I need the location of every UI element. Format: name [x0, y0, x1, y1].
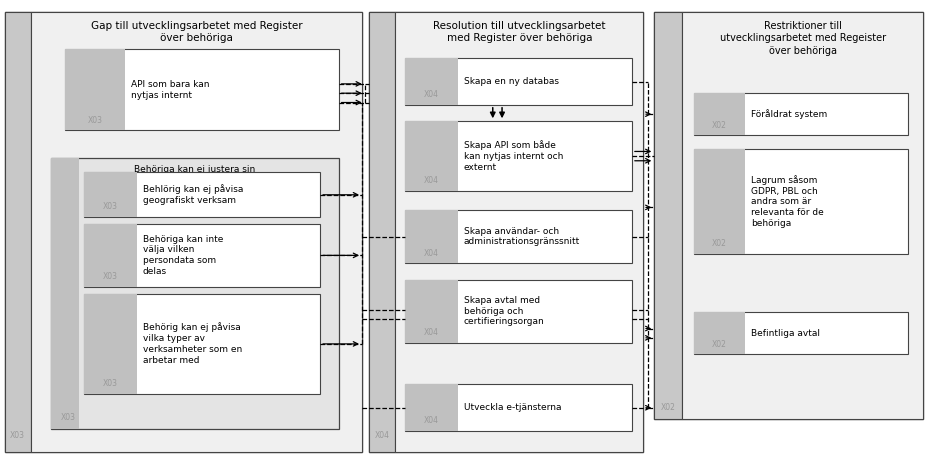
Text: X03: X03	[103, 202, 118, 211]
Text: X04: X04	[424, 328, 438, 337]
FancyBboxPatch shape	[404, 280, 458, 343]
FancyBboxPatch shape	[65, 49, 125, 130]
FancyBboxPatch shape	[404, 280, 631, 343]
FancyBboxPatch shape	[395, 12, 642, 452]
FancyBboxPatch shape	[693, 312, 744, 354]
Text: Skapa avtal med
behöriga och
certifieringsorgan: Skapa avtal med behöriga och certifierin…	[464, 296, 544, 326]
FancyBboxPatch shape	[654, 12, 922, 419]
FancyBboxPatch shape	[681, 12, 922, 419]
Text: X04: X04	[424, 90, 438, 99]
FancyBboxPatch shape	[404, 210, 458, 263]
FancyBboxPatch shape	[31, 12, 362, 452]
FancyBboxPatch shape	[83, 172, 320, 217]
Text: Skapa en ny databas: Skapa en ny databas	[464, 77, 558, 86]
FancyBboxPatch shape	[83, 294, 137, 394]
Text: X02: X02	[711, 121, 727, 130]
FancyBboxPatch shape	[83, 224, 137, 287]
FancyBboxPatch shape	[369, 12, 395, 452]
FancyBboxPatch shape	[693, 149, 907, 254]
Text: X02: X02	[660, 404, 675, 412]
Text: X03: X03	[87, 116, 103, 125]
Text: API som bara kan
nytjas internt: API som bara kan nytjas internt	[131, 80, 210, 100]
Text: X02: X02	[711, 240, 727, 248]
FancyBboxPatch shape	[693, 93, 744, 135]
FancyBboxPatch shape	[693, 312, 907, 354]
FancyBboxPatch shape	[51, 158, 338, 429]
Text: X04: X04	[424, 177, 438, 185]
Text: X04: X04	[424, 249, 438, 258]
FancyBboxPatch shape	[5, 12, 31, 452]
FancyBboxPatch shape	[369, 12, 642, 452]
FancyBboxPatch shape	[51, 158, 79, 429]
FancyBboxPatch shape	[65, 49, 338, 130]
Text: Behöriga kan ej justera sin
information: Behöriga kan ej justera sin information	[134, 165, 255, 185]
FancyBboxPatch shape	[404, 384, 458, 431]
Text: Behlörig kan ej påvisa
geografiskt verksam: Behlörig kan ej påvisa geografiskt verks…	[143, 184, 243, 205]
Text: Skapa användar- och
administrationsgränssnitt: Skapa användar- och administrationsgräns…	[464, 226, 579, 247]
Text: Lagrum såsom
GDPR, PBL och
andra som är
relevanta för de
behöriga: Lagrum såsom GDPR, PBL och andra som är …	[750, 175, 822, 228]
FancyBboxPatch shape	[404, 121, 631, 191]
Text: Föråldrat system: Föråldrat system	[750, 109, 826, 119]
FancyBboxPatch shape	[404, 58, 631, 105]
FancyBboxPatch shape	[654, 12, 681, 419]
FancyBboxPatch shape	[83, 224, 320, 287]
FancyBboxPatch shape	[83, 172, 137, 217]
FancyBboxPatch shape	[83, 294, 320, 394]
Text: Befintliga avtal: Befintliga avtal	[750, 329, 819, 338]
Text: X03: X03	[60, 413, 75, 422]
FancyBboxPatch shape	[5, 12, 362, 452]
FancyBboxPatch shape	[404, 384, 631, 431]
Text: X03: X03	[10, 432, 25, 440]
FancyBboxPatch shape	[404, 210, 631, 263]
Text: Behörig kan ej påvisa
vilka typer av
verksamheter som en
arbetar med: Behörig kan ej påvisa vilka typer av ver…	[143, 322, 242, 365]
FancyBboxPatch shape	[693, 149, 744, 254]
Text: X04: X04	[424, 417, 438, 425]
Text: Resolution till utvecklingsarbetet
med Register över behöriga: Resolution till utvecklingsarbetet med R…	[433, 21, 605, 43]
Text: X04: X04	[375, 432, 389, 440]
FancyBboxPatch shape	[693, 93, 907, 135]
Text: Gap till utvecklingsarbetet med Register
över behöriga: Gap till utvecklingsarbetet med Register…	[91, 21, 302, 43]
Text: Utveckla e-tjänsterna: Utveckla e-tjänsterna	[464, 403, 561, 412]
FancyBboxPatch shape	[404, 121, 458, 191]
Text: Skapa API som både
kan nytjas internt och
externt: Skapa API som både kan nytjas internt oc…	[464, 140, 563, 172]
FancyBboxPatch shape	[404, 58, 458, 105]
Text: X03: X03	[103, 379, 118, 388]
Text: X02: X02	[711, 340, 727, 349]
Text: Restriktioner till
utvecklingsarbetet med Regeister
över behöriga: Restriktioner till utvecklingsarbetet me…	[718, 21, 885, 56]
Text: X03: X03	[103, 272, 118, 281]
Text: Behöriga kan inte
välja vilken
persondata som
delas: Behöriga kan inte välja vilken persondat…	[143, 234, 223, 276]
